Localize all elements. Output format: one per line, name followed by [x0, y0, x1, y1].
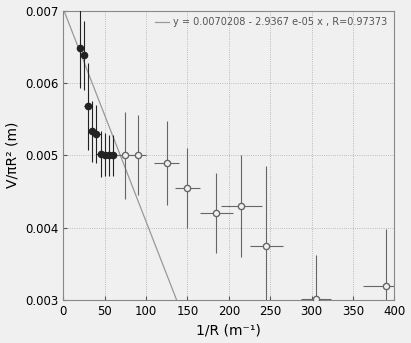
Legend: y = 0.0070208 - 2.9367 e-05 x , R=0.97373: y = 0.0070208 - 2.9367 e-05 x , R=0.9737…: [151, 13, 391, 31]
y = 0.0070208 - 2.9367 e-05 x , R=0.97373: [74, 41, 79, 45]
Y-axis label: V/πR² (m): V/πR² (m): [6, 122, 20, 189]
Line: y = 0.0070208 - 2.9367 e-05 x , R=0.97373: y = 0.0070208 - 2.9367 e-05 x , R=0.9737…: [63, 9, 394, 343]
y = 0.0070208 - 2.9367 e-05 x , R=0.97373: [122, 165, 127, 169]
X-axis label: 1/R (m⁻¹): 1/R (m⁻¹): [196, 323, 261, 338]
y = 0.0070208 - 2.9367 e-05 x , R=0.97373: [149, 233, 154, 237]
y = 0.0070208 - 2.9367 e-05 x , R=0.97373: [61, 7, 66, 11]
y = 0.0070208 - 2.9367 e-05 x , R=0.97373: [81, 58, 86, 62]
